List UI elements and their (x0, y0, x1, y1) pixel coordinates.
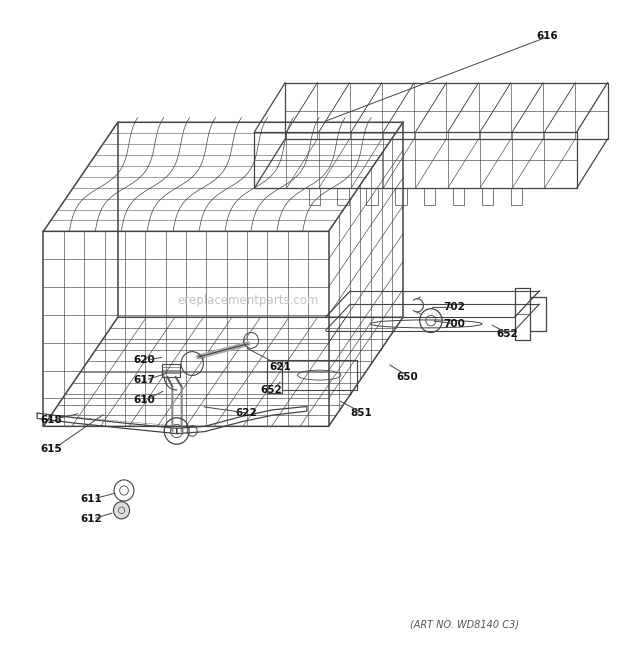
Text: 615: 615 (40, 444, 62, 455)
Text: 617: 617 (133, 375, 155, 385)
Bar (482, 188, 494, 205)
Text: 621: 621 (270, 362, 291, 372)
Text: 851: 851 (350, 408, 372, 418)
Circle shape (113, 502, 130, 519)
Bar (337, 188, 348, 205)
Bar (309, 188, 320, 205)
Text: 618: 618 (40, 414, 62, 425)
Text: 700: 700 (443, 319, 465, 329)
Text: (ART NO. WD8140 C3): (ART NO. WD8140 C3) (410, 619, 520, 630)
Text: 611: 611 (81, 494, 102, 504)
Text: 612: 612 (81, 514, 102, 524)
Bar (453, 188, 464, 205)
Bar (424, 188, 435, 205)
Text: 650: 650 (397, 371, 419, 382)
Text: 616: 616 (536, 31, 558, 42)
Text: 652: 652 (496, 329, 518, 339)
Text: ereplacementparts.com: ereplacementparts.com (177, 294, 319, 307)
Text: 652: 652 (260, 385, 282, 395)
Text: 620: 620 (133, 355, 155, 366)
Text: 702: 702 (443, 302, 465, 313)
Bar (366, 188, 378, 205)
Bar (162, 364, 180, 377)
Bar (511, 188, 522, 205)
Text: 610: 610 (133, 395, 155, 405)
Text: 622: 622 (236, 408, 257, 418)
Text: - - - - - - - - -: - - - - - - - - - (417, 311, 448, 317)
Bar (396, 188, 407, 205)
